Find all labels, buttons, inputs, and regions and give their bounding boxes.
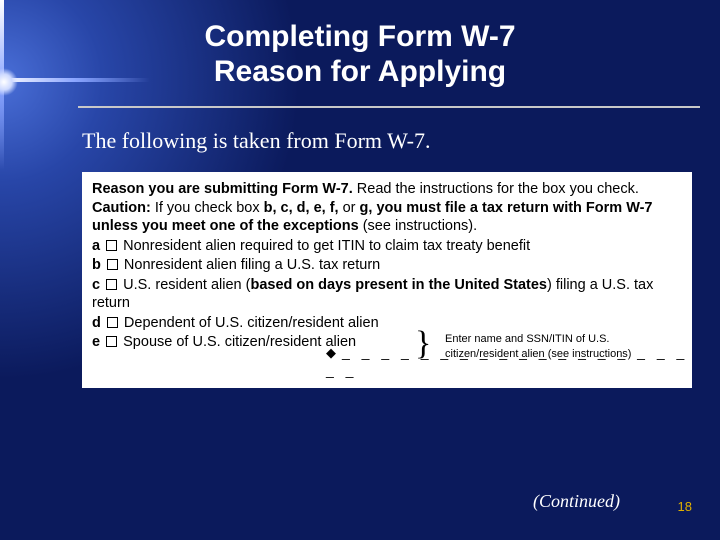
caution-a: If you check box <box>151 200 264 216</box>
entry-line: ◆_ _ _ _ _ _ _ _ _ _ _ _ _ _ _ _ _ _ _ _ <box>326 344 692 380</box>
title-rule <box>78 106 700 108</box>
lead-paragraph: Reason you are submitting Form W-7. Read… <box>92 180 682 236</box>
continued-label: (Continued) <box>533 491 620 512</box>
checkbox-icon <box>106 279 117 290</box>
option-text: Spouse of U.S. citizen/resident alien <box>123 334 356 350</box>
dashes: _ _ _ _ _ _ _ _ _ _ _ _ _ _ _ _ _ _ _ _ <box>326 344 688 378</box>
checkbox-icon <box>106 240 117 251</box>
option-letter: b <box>92 257 101 273</box>
caution-b: or <box>339 200 360 216</box>
form-excerpt-box: Reason you are submitting Form W-7. Read… <box>82 172 692 388</box>
option-d: d Dependent of U.S. citizen/resident ali… <box>92 314 682 333</box>
checkbox-icon <box>107 317 118 328</box>
option-letter: d <box>92 315 101 331</box>
intro-text: The following is taken from Form W-7. <box>82 128 431 154</box>
caution-g: g, <box>360 200 373 216</box>
slide-title: Completing Form W-7 Reason for Applying <box>0 20 720 89</box>
page-number: 18 <box>678 499 692 514</box>
option-a: a Nonresident alien required to get ITIN… <box>92 237 682 256</box>
checkbox-icon <box>106 336 117 347</box>
lead-rest: Read the instructions for the box you ch… <box>353 181 639 197</box>
option-letter: a <box>92 238 100 254</box>
option-text-pre: U.S. resident alien ( <box>123 277 250 293</box>
option-letter: e <box>92 334 100 350</box>
see-instructions: (see instructions). <box>359 218 477 234</box>
option-c: c U.S. resident alien (based on days pre… <box>92 276 682 313</box>
caution-list: b, c, d, e, f, <box>264 200 339 216</box>
lead-bold: Reason you are submitting Form W-7. <box>92 181 353 197</box>
checkbox-icon <box>107 259 118 270</box>
title-line-1: Completing Form W-7 <box>0 20 720 55</box>
title-line-2: Reason for Applying <box>0 55 720 90</box>
caution-label: Caution: <box>92 200 151 216</box>
option-text: Dependent of U.S. citizen/resident alien <box>124 315 379 331</box>
option-bold: based on days present in the United Stat… <box>250 277 547 293</box>
option-text: Nonresident alien required to get ITIN t… <box>123 238 530 254</box>
option-text: Nonresident alien filing a U.S. tax retu… <box>124 257 380 273</box>
option-letter: c <box>92 277 100 293</box>
option-b: b Nonresident alien filing a U.S. tax re… <box>92 256 682 275</box>
bullet-icon: ◆ <box>326 345 336 360</box>
